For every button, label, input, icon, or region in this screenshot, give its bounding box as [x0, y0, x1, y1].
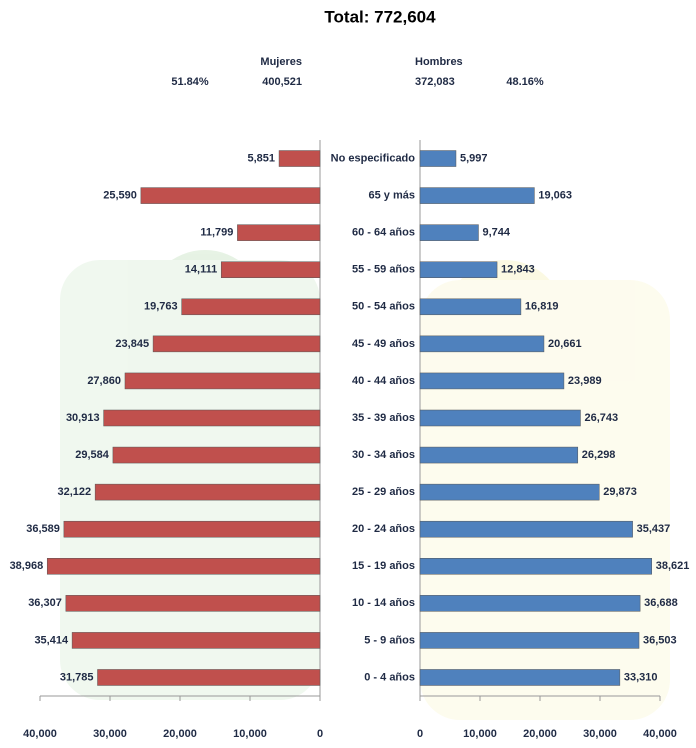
bar — [419, 595, 641, 612]
bar — [94, 483, 321, 501]
category-label: 5 - 9 años — [364, 634, 415, 646]
value-label: 33,310 — [624, 671, 658, 683]
value-label: 36,688 — [644, 597, 678, 609]
category-label: 35 - 39 años — [352, 412, 415, 424]
bar — [419, 335, 545, 353]
bar — [419, 409, 581, 427]
category-label: 20 - 24 años — [352, 523, 415, 535]
bar — [152, 335, 321, 353]
value-label: 23,989 — [568, 375, 602, 387]
category-label: No especificado — [331, 152, 416, 164]
value-label: 25,590 — [103, 190, 137, 202]
value-label: 29,584 — [75, 449, 110, 461]
series-share: 48.16% — [506, 76, 544, 88]
category-label: 50 - 54 años — [352, 301, 415, 313]
value-label: 26,743 — [584, 412, 618, 424]
x-tick-label: 10,000 — [463, 728, 497, 740]
value-label: 27,860 — [87, 375, 121, 387]
category-label: 30 - 34 años — [352, 449, 415, 461]
value-label: 36,503 — [643, 634, 677, 646]
bar — [419, 558, 652, 575]
value-label: 35,437 — [637, 523, 671, 535]
category-label: 25 - 29 años — [352, 486, 415, 498]
value-label: 32,122 — [57, 486, 91, 498]
x-tick-label: 30,000 — [583, 728, 617, 740]
bar — [419, 483, 600, 501]
series-name: Hombres — [415, 56, 463, 68]
value-label: 29,873 — [603, 486, 637, 498]
value-label: 30,913 — [66, 412, 100, 424]
series-total: 372,083 — [415, 76, 455, 88]
bar — [71, 632, 321, 649]
value-label: 19,063 — [538, 190, 572, 202]
category-label: 0 - 4 años — [364, 671, 415, 683]
bar — [140, 187, 321, 204]
category-label: 55 - 59 años — [352, 264, 415, 276]
value-label: 12,843 — [501, 264, 535, 276]
chart-title: Total: 772,604 — [324, 7, 436, 26]
value-label: 14,111 — [185, 264, 217, 276]
category-label: 15 - 19 años — [352, 560, 415, 572]
x-tick-label: 40,000 — [23, 728, 57, 740]
bar — [237, 224, 321, 241]
category-label: 60 - 64 años — [352, 227, 415, 239]
value-label: 11,799 — [200, 227, 233, 239]
series-share: 51.84% — [171, 76, 209, 88]
value-label: 36,307 — [28, 597, 62, 609]
bar — [112, 446, 321, 464]
value-label: 26,298 — [582, 449, 616, 461]
x-tick-label: 20,000 — [163, 728, 197, 740]
bar — [419, 520, 633, 538]
bar — [419, 446, 579, 464]
bar — [419, 150, 457, 167]
value-label: 9,744 — [482, 227, 510, 239]
category-label: 65 y más — [369, 190, 415, 202]
bar — [419, 224, 479, 241]
category-label: 45 - 49 años — [352, 338, 415, 350]
bar — [124, 372, 321, 390]
value-label: 20,661 — [548, 338, 582, 350]
value-label: 38,968 — [10, 560, 44, 572]
bar — [181, 298, 321, 316]
value-label: 23,845 — [115, 338, 149, 350]
value-label: 38,621 — [656, 560, 690, 572]
x-tick-label: 40,000 — [643, 728, 677, 740]
bar — [65, 595, 321, 612]
x-tick-label: 0 — [317, 728, 323, 740]
bar — [97, 669, 321, 686]
bar — [419, 669, 621, 686]
category-label: 40 - 44 años — [352, 375, 415, 387]
value-label: 19,763 — [144, 301, 178, 313]
bar — [419, 372, 565, 390]
value-label: 5,851 — [248, 152, 276, 164]
value-label: 36,589 — [26, 523, 60, 535]
x-tick-label: 20,000 — [523, 728, 557, 740]
value-label: 16,819 — [525, 301, 559, 313]
bar — [220, 261, 321, 278]
x-tick-label: 10,000 — [233, 728, 267, 740]
bar — [419, 298, 522, 316]
category-label: 10 - 14 años — [352, 597, 415, 609]
bar — [63, 520, 321, 538]
series-total: 400,521 — [262, 76, 302, 88]
bar — [419, 187, 535, 204]
value-label: 5,997 — [460, 152, 488, 164]
bar — [419, 632, 640, 649]
bar — [46, 558, 321, 575]
x-tick-label: 30,000 — [93, 728, 127, 740]
bar — [278, 150, 321, 167]
bar — [103, 409, 321, 427]
value-label: 35,414 — [34, 634, 69, 646]
x-tick-label: 0 — [417, 728, 423, 740]
bar — [419, 261, 498, 278]
value-label: 31,785 — [60, 671, 94, 683]
series-name: Mujeres — [260, 56, 302, 68]
